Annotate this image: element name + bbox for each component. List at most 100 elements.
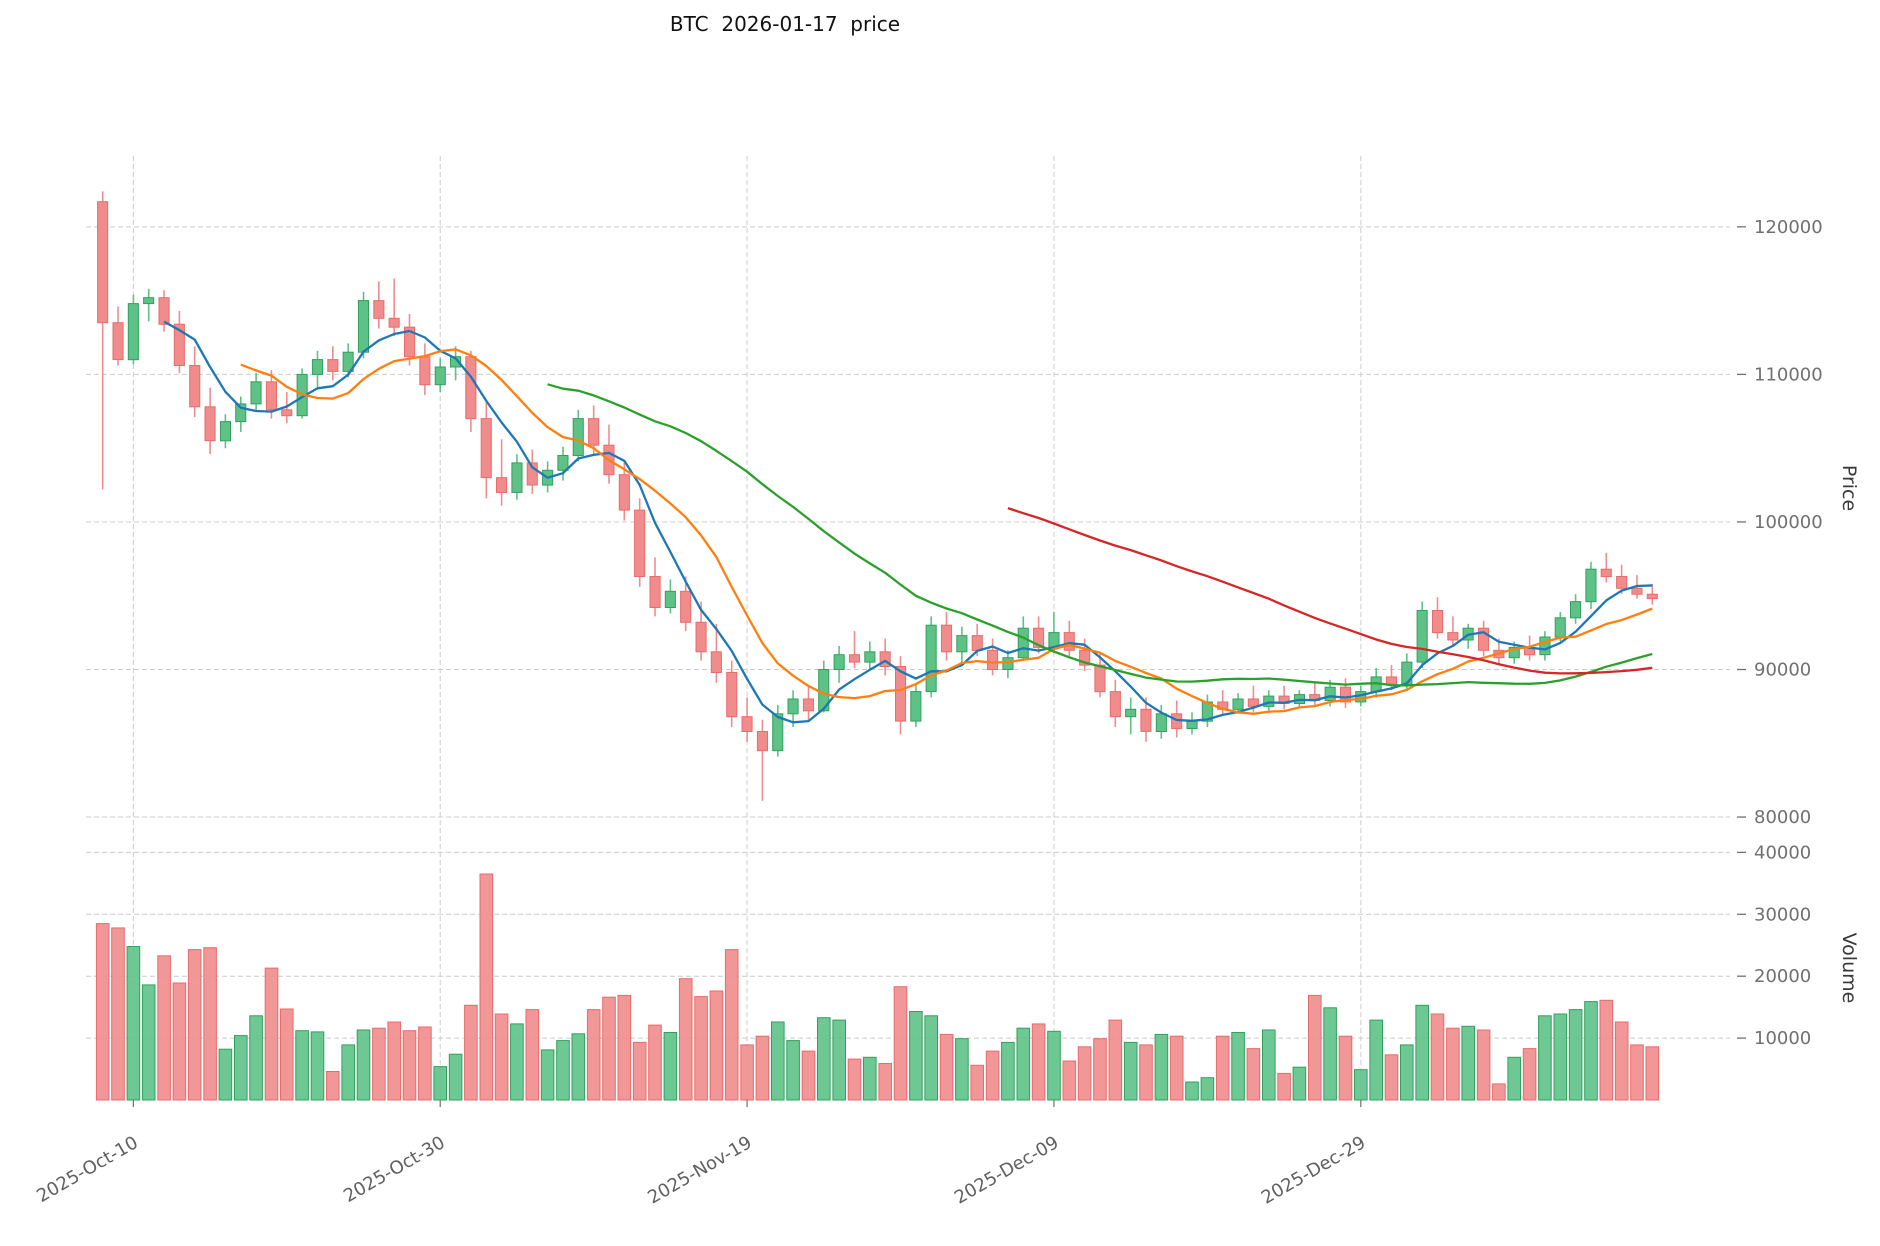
candle-body (1079, 649, 1091, 666)
candle-body (1570, 601, 1582, 619)
candle-body (634, 509, 646, 578)
volume-bar (402, 1030, 417, 1101)
volume-bar (678, 978, 693, 1101)
candle-body (956, 635, 968, 653)
candle-body (557, 455, 569, 471)
candle-body (419, 356, 431, 386)
volume-bar (602, 996, 616, 1101)
volume-bar (847, 1058, 862, 1101)
volume-bar (1430, 1013, 1445, 1101)
volume-bar (1645, 1046, 1660, 1101)
volume-bar (1246, 1048, 1261, 1101)
volume-bar (525, 1009, 540, 1101)
volume-bar (448, 1053, 463, 1101)
candle-body (1432, 610, 1444, 634)
candle-body (235, 403, 247, 423)
volume-bar (1031, 1023, 1046, 1101)
candle-body (1539, 636, 1551, 656)
candle-body (802, 698, 815, 712)
candle-body (1094, 664, 1106, 693)
volume-bar (1599, 999, 1614, 1101)
volume-bar (356, 1029, 371, 1101)
candle-body (941, 624, 953, 653)
volume-bar (141, 984, 156, 1101)
volume-bar (1354, 1069, 1368, 1101)
ma-line-30 (547, 383, 1653, 687)
volume-bar (111, 927, 125, 1101)
volume-bar (1476, 1029, 1491, 1101)
candle-body (726, 671, 738, 718)
volume-bar (234, 1035, 248, 1101)
candle-body (1616, 576, 1628, 589)
volume-bar (939, 1033, 954, 1101)
volume-bar (1553, 1013, 1568, 1101)
candle-body (925, 624, 937, 693)
candle-body (772, 713, 784, 752)
volume-bar (1338, 1035, 1353, 1101)
volume-bar (1568, 1009, 1583, 1101)
chart-title: BTC 2026-01-17 price (669, 12, 901, 36)
volume-bar (663, 1032, 678, 1101)
volume-bar (556, 1040, 570, 1101)
volume-bar (1584, 1001, 1598, 1101)
candle-body (1339, 686, 1352, 703)
volume-bar (832, 1019, 847, 1101)
candle-body (1232, 698, 1244, 710)
volume-bar (1292, 1066, 1307, 1101)
volume-bar (172, 982, 187, 1101)
volume-bar (1016, 1027, 1031, 1101)
candle-body (910, 691, 922, 722)
candle-body (265, 381, 277, 411)
volume-bar (1001, 1041, 1015, 1101)
volume-bar (1277, 1072, 1291, 1101)
x-tick-label: 2025-Oct-10 (33, 1132, 142, 1207)
candle-body (1478, 627, 1490, 651)
ma-line-5 (163, 320, 1653, 724)
volume-bar (1231, 1032, 1245, 1101)
candle-body (987, 649, 999, 670)
candle-body (143, 297, 155, 305)
volume-bar (1522, 1048, 1537, 1101)
candle-body (434, 366, 446, 386)
volume-bar (1154, 1033, 1169, 1101)
volume-bar (1108, 1019, 1123, 1101)
candle-body (1186, 720, 1198, 729)
volume-bar (1369, 1019, 1384, 1101)
candle-body (281, 409, 293, 417)
volume-tick-label: 40000 (1754, 842, 1811, 863)
volume-bar (863, 1056, 877, 1101)
volume-bar (740, 1044, 754, 1101)
candle-body (1447, 632, 1459, 641)
volume-bar (771, 1021, 785, 1101)
volume-bar (893, 986, 908, 1101)
volume-bar (310, 1031, 325, 1101)
candle-body (879, 651, 891, 668)
volume-bar (1262, 1029, 1276, 1101)
candle-body (588, 418, 600, 446)
candle-body (1155, 713, 1167, 732)
candle-body (373, 300, 385, 319)
volume-tick-label: 20000 (1754, 966, 1811, 987)
candle-body (480, 418, 492, 479)
candle-body (1033, 627, 1045, 648)
candle-body (1585, 568, 1597, 603)
x-tick-label: 2025-Oct-30 (340, 1132, 449, 1207)
candle-body (787, 698, 799, 715)
volume-bar (648, 1024, 662, 1101)
volume-tick-label: 10000 (1754, 1028, 1811, 1049)
volume-bar (203, 947, 217, 1101)
candle-body (173, 323, 185, 367)
volume-bar (418, 1026, 432, 1101)
candle-body (404, 326, 416, 358)
candle-body (1002, 657, 1014, 671)
candle-body (695, 621, 707, 653)
volume-bar (494, 1013, 509, 1101)
volume-bar (1308, 994, 1322, 1101)
volume-bar (709, 990, 724, 1101)
volume-axis-label: Volume (1838, 932, 1860, 1004)
volume-bar (1169, 1035, 1184, 1101)
volume-bar (617, 994, 632, 1101)
candle-body (450, 356, 462, 368)
volume-bar (1093, 1038, 1107, 1101)
